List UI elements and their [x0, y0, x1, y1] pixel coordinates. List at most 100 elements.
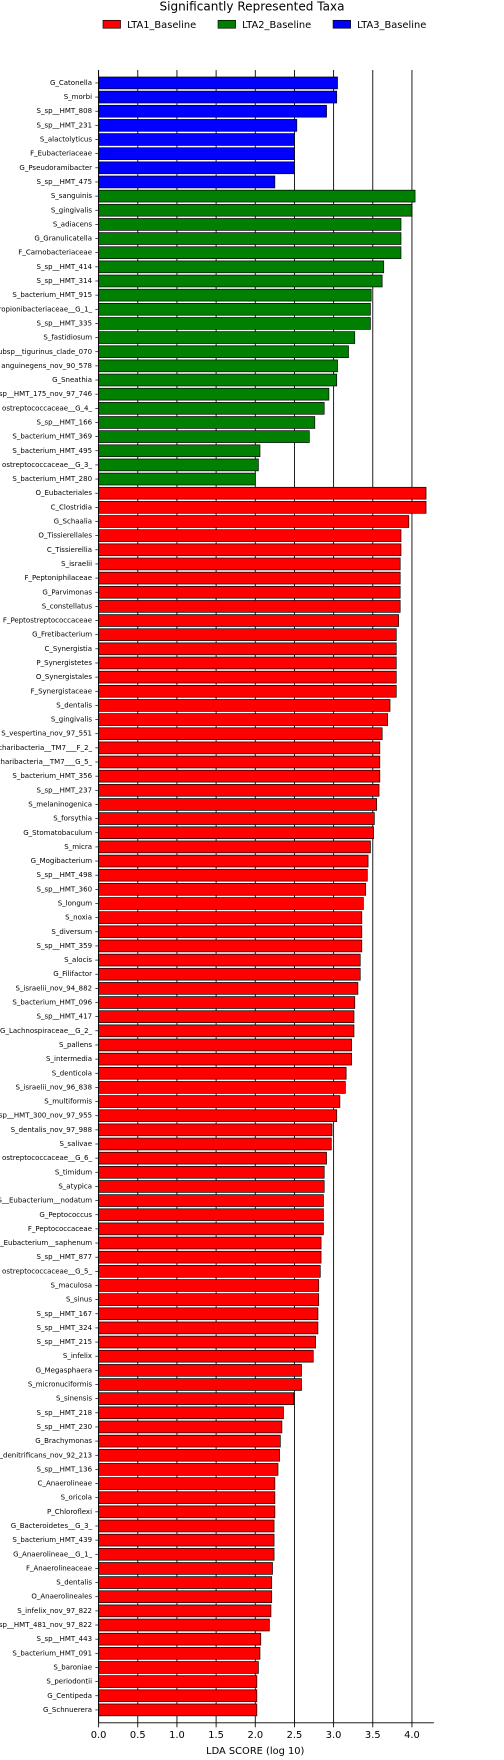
bar	[98, 402, 325, 415]
y-tick-label: S_sp__HMT_475	[37, 177, 93, 186]
bar	[98, 670, 397, 684]
y-tick-label: O_Tissierellales	[38, 531, 92, 540]
y-tick-label: G_Lachnospiraceae__G_2_	[0, 1026, 92, 1035]
bar	[98, 1689, 258, 1703]
bar	[98, 798, 378, 811]
x-tick-label: 1.5	[208, 1730, 224, 1741]
bar	[98, 1675, 258, 1688]
bar	[98, 1024, 355, 1038]
bar	[98, 557, 401, 571]
y-tick-label: S_bacterium_HMT_439	[12, 1535, 92, 1544]
y-tick-label: S_sinus	[66, 1295, 92, 1304]
bar	[98, 727, 383, 740]
legend-label: LTA3_Baseline	[357, 20, 426, 31]
y-tick-label: S_denticola	[52, 1068, 92, 1077]
y-tick-label: F_Peptostreptococcaceae	[3, 615, 92, 624]
y-tick-label: S__Eubacterium__nodatum	[0, 1196, 92, 1205]
bar	[98, 430, 310, 443]
bar	[98, 359, 338, 373]
y-tick-label: S_gingivalis	[51, 205, 92, 214]
y-tick-label: S_timidum	[55, 1167, 92, 1176]
y-tick-label: G_Pseudoramibacter	[19, 163, 92, 172]
bar	[98, 147, 295, 160]
bar	[98, 741, 381, 755]
y-tick-label: F_Anaerolineaceae	[26, 1563, 92, 1572]
bar	[98, 684, 397, 698]
bar	[98, 1250, 322, 1264]
bar	[98, 288, 372, 302]
y-tick-label: S_oricola	[61, 1493, 92, 1502]
y-tick-label: S_adiacens	[53, 219, 92, 228]
y-tick-label: S_noxia	[65, 913, 92, 922]
bar	[98, 614, 399, 627]
y-tick-label: C_Tissierellia	[47, 545, 92, 554]
y-tick-label: P_Synergistetes	[36, 658, 92, 667]
y-tick-label: ostreptococcaceae__G_5_	[2, 1266, 92, 1275]
y-tick-label: anguinegens_nov_90_578	[1, 361, 92, 370]
bar	[98, 1081, 346, 1094]
bar	[98, 472, 256, 486]
y-tick-label: S_sp__HMT_414	[37, 262, 93, 271]
bar	[98, 600, 401, 613]
y-tick-label: G_Granulicatella	[34, 233, 92, 242]
y-tick-label: S_constellatus	[42, 601, 93, 610]
x-tick-label: 0.5	[130, 1730, 146, 1741]
y-tick-label: F_Carnobacteriaceae	[18, 248, 92, 257]
x-tick-label: 2.5	[287, 1730, 303, 1741]
x-tick-label: 1.0	[169, 1730, 185, 1741]
y-tick-label: ostreptococcaceae__G_4_	[2, 403, 92, 412]
bar	[98, 571, 401, 585]
bar	[98, 1279, 320, 1292]
bar	[98, 784, 380, 797]
x-tick-label: 2.0	[247, 1730, 263, 1741]
bar	[98, 1505, 276, 1519]
y-tick-label: S_sp__HMT_215	[37, 1337, 93, 1346]
x-tick-label: 3.0	[326, 1730, 342, 1741]
bar	[98, 1533, 275, 1547]
y-tick-label: charibacteria__TM7___G_5_	[0, 757, 92, 766]
y-tick-label: ubsp__tigurinus_clade_070	[0, 347, 93, 356]
y-tick-label: S_sp__HMT_230	[37, 1422, 93, 1431]
x-tick-label: 3.5	[365, 1730, 381, 1741]
bar	[98, 1137, 332, 1151]
bar	[98, 246, 402, 259]
bar	[98, 1647, 261, 1660]
bar	[98, 203, 413, 217]
bar	[98, 982, 359, 995]
y-tick-label: G_Mogibacterium	[31, 856, 92, 865]
y-tick-label: S_bacterium_HMT_369	[12, 432, 92, 441]
y-tick-label: S_israelii_nov_94_882	[16, 983, 93, 992]
bar	[98, 1109, 338, 1122]
y-tick-label: S_bacterium_HMT_915	[12, 290, 92, 299]
bar	[98, 1208, 324, 1222]
bar	[98, 416, 316, 429]
y-tick-label: S_melaninogenica	[28, 799, 92, 808]
y-tick-label: S_sp__HMT_808	[37, 106, 93, 115]
bar	[98, 840, 371, 854]
y-tick-label: G_Catonella	[50, 78, 92, 87]
y-tick-label: S_israelii	[61, 559, 92, 568]
bar	[98, 1463, 279, 1476]
bar	[98, 967, 361, 981]
y-tick-label: S_micronuciformis	[28, 1379, 92, 1388]
chart-title: Significantly Represented Taxa	[160, 0, 345, 13]
bar	[98, 642, 397, 656]
bar	[98, 1010, 355, 1023]
y-tick-label: S_sp__HMT_324	[37, 1323, 93, 1332]
y-tick-label: O_Synergistales	[36, 672, 92, 681]
y-tick-label: ostreptococcaceae__G_6_	[2, 1153, 92, 1162]
bar	[98, 1434, 281, 1448]
y-tick-label: S_sp__HMT_877	[37, 1252, 93, 1261]
y-tick-label: C_Anaerolineae	[38, 1478, 92, 1487]
bar	[98, 175, 276, 189]
bar	[98, 1321, 319, 1335]
y-tick-label: G_Bacteroidetes__G_3_	[11, 1521, 93, 1530]
y-tick-label: S_dentalis_nov_97_988	[11, 1125, 93, 1134]
y-tick-label: S_alocis	[64, 955, 92, 964]
x-axis-label: LDA SCORE (log 10)	[206, 1746, 304, 1757]
y-tick-label: S_israelii_nov_96_838	[16, 1082, 93, 1091]
bar	[98, 585, 401, 599]
bar	[98, 656, 397, 670]
y-tick-label: S_fastidiosum	[43, 333, 92, 342]
y-tick-label: G_Brachymonas	[35, 1436, 92, 1445]
